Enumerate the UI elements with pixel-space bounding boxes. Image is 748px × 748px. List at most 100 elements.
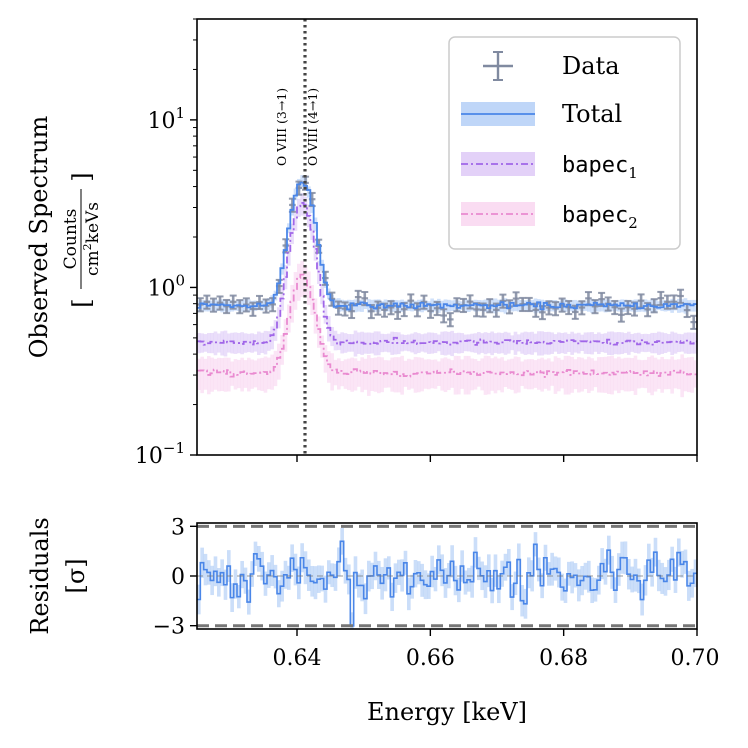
- model-band-bin: [460, 333, 464, 354]
- model-band-bin: [663, 359, 668, 390]
- model-band-bin: [303, 264, 308, 297]
- model-band-bin: [420, 357, 424, 392]
- model-band-bin: [353, 358, 358, 391]
- model-band-bin: [557, 357, 561, 392]
- x-tick-label: 0.70: [671, 646, 720, 671]
- model-band-bin: [443, 357, 448, 393]
- y-tick-label: 10−1: [135, 439, 185, 469]
- model-band-bin: [203, 358, 208, 390]
- model-band-bin: [553, 334, 558, 352]
- model-band-bin: [550, 300, 554, 312]
- model-band-bin: [230, 361, 234, 386]
- y-tick-label: 101: [147, 104, 185, 134]
- model-band-bin: [650, 332, 654, 354]
- legend-box: [448, 36, 681, 250]
- model-band-bin: [463, 334, 468, 352]
- model-band-bin: [627, 357, 631, 392]
- model-band-bin: [337, 358, 341, 390]
- units-bracket-open: [: [68, 298, 96, 307]
- model-band-bin: [537, 299, 541, 313]
- model-band-bin: [503, 298, 508, 314]
- model-band-bin: [673, 359, 678, 389]
- model-band-bin: [577, 357, 581, 393]
- line-marker-label: O VIII (4→1): [305, 88, 320, 166]
- model-band-bin: [373, 299, 378, 313]
- model-band-bin: [380, 333, 384, 353]
- model-band-bin: [527, 332, 531, 355]
- model-band-bin: [523, 359, 528, 389]
- model-band-bin: [327, 316, 331, 342]
- x-tick-label: 0.68: [539, 646, 588, 671]
- model-band-bin: [267, 298, 271, 311]
- model-band-bin: [323, 305, 328, 324]
- model-band-bin: [480, 358, 484, 391]
- model-band-bin: [573, 333, 578, 353]
- model-band-bin: [313, 217, 318, 232]
- model-band-bin: [513, 331, 518, 355]
- model-band-bin: [683, 298, 688, 314]
- model-band-bin: [640, 334, 644, 352]
- units-denominator: cm2keVs: [81, 202, 103, 276]
- residual-band: [197, 527, 697, 629]
- model-band-bin: [613, 332, 618, 355]
- model-band-bin: [670, 298, 674, 313]
- model-band-bin: [687, 332, 691, 354]
- model-band-bin: [300, 193, 304, 216]
- model-band-bin: [627, 331, 631, 355]
- model-band-bin: [220, 358, 224, 392]
- model-band-bin: [693, 299, 697, 312]
- model-band-bin: [583, 332, 588, 354]
- model-band-bin: [287, 242, 291, 266]
- x-tick-label: 0.66: [406, 646, 455, 671]
- model-band-bin: [410, 300, 414, 312]
- model-band-bin: [310, 220, 314, 240]
- model-band-bin: [620, 299, 624, 313]
- model-band-bin: [213, 331, 218, 356]
- model-band-bin: [230, 332, 234, 354]
- model-band-bin: [367, 355, 371, 396]
- model-band-bin: [277, 343, 281, 380]
- model-band-bin: [333, 298, 338, 309]
- model-band-bin: [453, 355, 458, 395]
- model-band-bin: [290, 223, 294, 245]
- xlabel: Energy [keV]: [367, 698, 527, 726]
- model-band-bin: [373, 357, 378, 392]
- model-band-bin: [430, 359, 434, 389]
- model-band-bin: [257, 331, 261, 355]
- model-band-bin: [233, 332, 238, 354]
- model-band-bin: [683, 332, 688, 354]
- residual-band-bin: [350, 612, 354, 629]
- model-band-bin: [547, 358, 551, 391]
- model-band-bin: [473, 359, 478, 390]
- model-band-bin: [503, 360, 508, 388]
- legend-label: bapec1: [562, 153, 638, 182]
- model-band-bin: [250, 333, 254, 353]
- units-bracket-close: ]: [68, 172, 96, 181]
- model-band-bin: [630, 358, 634, 392]
- model-band-bin: [483, 355, 488, 395]
- model-band-bin: [367, 332, 371, 354]
- model-band-bin: [487, 355, 491, 395]
- model-band-bin: [357, 360, 361, 387]
- model-band-bin: [330, 326, 334, 347]
- model-band-bin: [600, 357, 604, 393]
- model-band-bin: [450, 330, 454, 357]
- model-band-bin: [610, 355, 614, 395]
- model-band-bin: [240, 357, 244, 392]
- model-band-bin: [533, 360, 538, 388]
- legend-label: bapec2: [562, 203, 638, 232]
- model-band-bin: [340, 361, 344, 387]
- model-band-bin: [297, 198, 301, 218]
- model-band-bin: [493, 356, 498, 394]
- model-band-bin: [213, 358, 218, 390]
- model-band-bin: [657, 331, 661, 355]
- model-band-bin: [377, 331, 381, 356]
- model-band-bin: [273, 320, 278, 341]
- model-band-bin: [410, 359, 414, 389]
- spectrum-ylabel: Observed Spectrum: [25, 115, 53, 358]
- model-band-bin: [563, 355, 568, 395]
- line-markers: O VIII (3→1) O VIII (4→1): [274, 19, 320, 455]
- model-band-bin: [197, 358, 201, 390]
- y-tick-label: 100: [147, 271, 185, 301]
- model-band-bin: [647, 356, 651, 393]
